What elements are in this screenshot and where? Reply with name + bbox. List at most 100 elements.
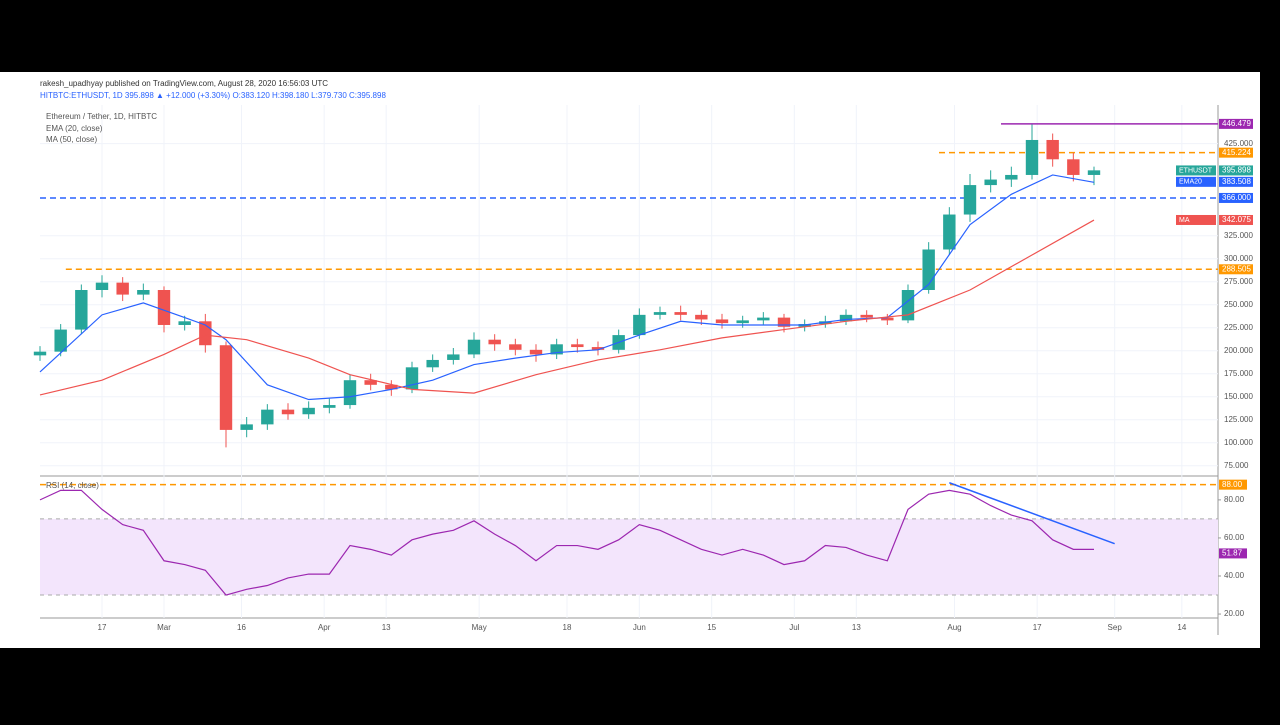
candle-body (385, 384, 398, 390)
y-tick-label: 200.000 (1224, 346, 1253, 355)
candle-body (33, 351, 47, 356)
candle-body (54, 329, 67, 352)
candle-body (591, 347, 605, 350)
y-tick-label: 300.000 (1224, 254, 1253, 263)
candle-body (1005, 174, 1018, 180)
candle-body (757, 317, 770, 321)
indicator-line (39, 219, 1095, 396)
level-label: 288.505 (1222, 264, 1251, 273)
level-label-box (1219, 192, 1253, 203)
x-tick-label: Sep (1108, 623, 1123, 632)
candle-body (261, 409, 274, 425)
price-label: 342.075 (1222, 215, 1251, 224)
x-tick-label: 16 (237, 623, 246, 632)
chart-title: Ethereum / Tether, 1D, HITBTC (46, 112, 157, 121)
x-tick-label: Jun (633, 623, 646, 632)
y-tick-label: 175.000 (1224, 369, 1253, 378)
candle-body (1087, 170, 1101, 175)
candle-body (219, 345, 233, 430)
y-tick-label: 80.00 (1224, 495, 1245, 504)
candle-body (633, 314, 646, 336)
level-label-box (1219, 479, 1247, 490)
candle-body (860, 314, 873, 318)
indicator-line (39, 174, 1095, 401)
candle-body (1046, 139, 1059, 160)
rsi-line (39, 489, 1094, 596)
candle-body (571, 344, 584, 348)
price-label-box (1219, 214, 1253, 225)
level-label: 366.000 (1222, 193, 1251, 202)
candle-body (529, 349, 543, 355)
candle-body (901, 290, 915, 321)
legend-entry: MA (50, close) (46, 135, 97, 144)
candle-body (943, 214, 956, 250)
candle-body (881, 317, 894, 321)
candle-body (95, 282, 109, 290)
x-tick-label: 14 (1177, 623, 1186, 632)
candle-body (653, 312, 667, 315)
candle-body (281, 409, 295, 415)
candle-body (364, 380, 377, 385)
candle-body (116, 282, 129, 295)
level-label: 415.224 (1222, 148, 1251, 157)
price-label-box (1219, 176, 1253, 187)
y-tick-label: 325.000 (1224, 231, 1253, 240)
x-tick-label: 15 (707, 623, 716, 632)
candle-body (839, 314, 853, 322)
x-tick-label: 13 (852, 623, 861, 632)
y-tick-label: 20.00 (1224, 609, 1245, 618)
y-tick-label: 125.000 (1224, 415, 1253, 424)
level-label-box (1219, 264, 1253, 275)
candle-body (426, 359, 439, 368)
level-label-box (1219, 118, 1253, 129)
y-tick-label: 225.000 (1224, 323, 1253, 332)
candle-body (467, 339, 481, 355)
candle-body (178, 321, 191, 325)
price-label: 383.508 (1222, 177, 1251, 186)
candle-body (715, 319, 729, 324)
y-tick-label: 100.000 (1224, 438, 1253, 447)
candle-body (240, 424, 253, 430)
candle-body (984, 179, 997, 186)
candle-body (75, 290, 88, 330)
price-label-box (1219, 165, 1253, 176)
y-tick-label: 250.000 (1224, 300, 1253, 309)
y-tick-label: 75.000 (1224, 461, 1249, 470)
x-tick-label: Mar (157, 623, 171, 632)
x-tick-label: Apr (318, 623, 331, 632)
level-label: 446.479 (1222, 119, 1251, 128)
price-tag: MA (1179, 217, 1190, 224)
legend-entry: EMA (20, close) (46, 124, 103, 133)
price-tag-box (1176, 165, 1216, 176)
trend-line (949, 482, 1115, 545)
x-tick-label: Aug (947, 623, 961, 632)
candle-body (137, 290, 150, 295)
candle-body (157, 290, 171, 325)
level-label-box (1219, 147, 1253, 158)
rsi-label-box (1219, 548, 1247, 559)
price-label: 395.898 (1222, 166, 1251, 175)
x-tick-label: 18 (563, 623, 572, 632)
price-tag-box (1176, 176, 1216, 187)
x-tick-label: 17 (98, 623, 107, 632)
candle-body (1025, 139, 1039, 175)
price-tag: ETHUSDT (1179, 167, 1213, 174)
price-tag: EMA20 (1179, 179, 1202, 186)
header-line: rakesh_upadhyay published on TradingView… (40, 79, 328, 88)
rsi-label: 51.87 (1222, 549, 1243, 558)
candle-body (447, 354, 460, 360)
y-tick-label: 40.00 (1224, 571, 1245, 580)
candle-body (777, 317, 791, 327)
x-tick-label: 17 (1033, 623, 1042, 632)
x-tick-label: 13 (382, 623, 391, 632)
y-tick-label: 275.000 (1224, 277, 1253, 286)
candle-body (323, 405, 336, 408)
x-tick-label: May (472, 623, 487, 632)
y-tick-label: 60.00 (1224, 533, 1245, 542)
level-label: 88.00 (1222, 480, 1243, 489)
x-tick-label: Jul (789, 623, 799, 632)
candle-body (695, 314, 708, 320)
candle-body (488, 339, 501, 345)
